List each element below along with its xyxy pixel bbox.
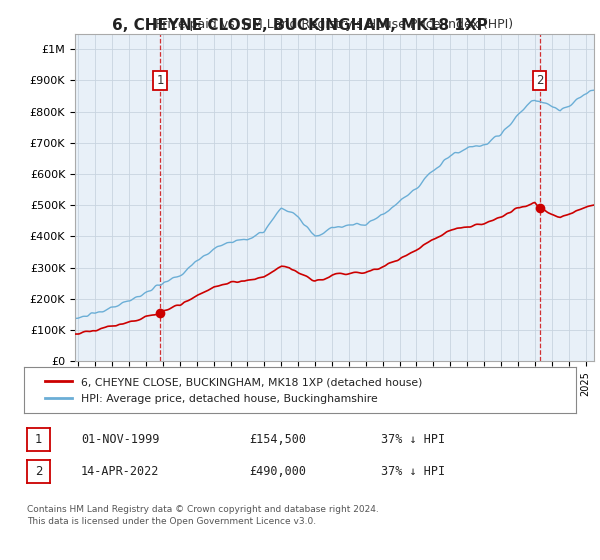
Text: £154,500: £154,500 [249,433,306,446]
Legend: 6, CHEYNE CLOSE, BUCKINGHAM, MK18 1XP (detached house), HPI: Average price, deta: 6, CHEYNE CLOSE, BUCKINGHAM, MK18 1XP (d… [40,372,426,408]
Text: 37% ↓ HPI: 37% ↓ HPI [381,465,445,478]
Text: 2: 2 [35,465,42,478]
Text: 6, CHEYNE CLOSE, BUCKINGHAM, MK18 1XP: 6, CHEYNE CLOSE, BUCKINGHAM, MK18 1XP [112,18,488,33]
Title: Price paid vs. HM Land Registry's House Price Index (HPI): Price paid vs. HM Land Registry's House … [155,18,514,31]
Text: Contains HM Land Registry data © Crown copyright and database right 2024.
This d: Contains HM Land Registry data © Crown c… [27,505,379,526]
Text: 2: 2 [536,74,544,87]
Text: 37% ↓ HPI: 37% ↓ HPI [381,433,445,446]
Text: 1: 1 [35,433,42,446]
Text: 01-NOV-1999: 01-NOV-1999 [81,433,160,446]
Text: 1: 1 [156,74,164,87]
Text: 14-APR-2022: 14-APR-2022 [81,465,160,478]
Text: £490,000: £490,000 [249,465,306,478]
